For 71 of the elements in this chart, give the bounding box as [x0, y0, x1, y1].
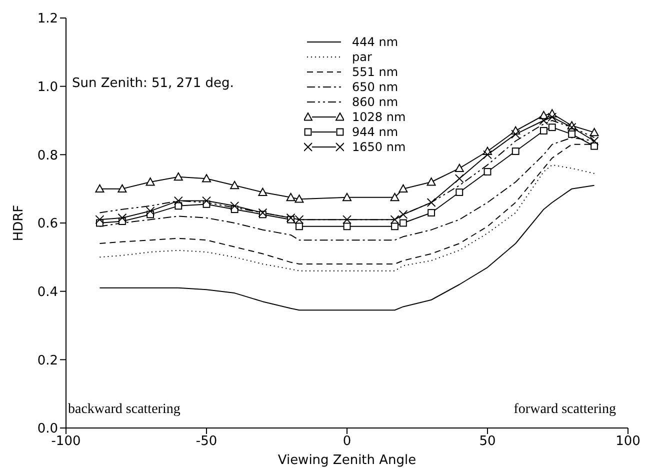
x-tick-label: 0	[342, 434, 352, 450]
point	[426, 198, 436, 207]
point	[390, 215, 400, 224]
point	[400, 219, 407, 227]
point	[230, 201, 240, 210]
point	[296, 222, 303, 230]
point	[95, 215, 104, 224]
point	[174, 196, 183, 206]
y-axis-title: HDRF	[12, 204, 27, 242]
point	[484, 168, 492, 176]
point	[146, 178, 155, 186]
point	[118, 213, 127, 222]
annotation: backward scattering	[68, 402, 180, 418]
point	[590, 128, 599, 136]
point	[590, 142, 598, 150]
y-tick-label: 0.2	[37, 353, 58, 368]
annotation: Sun Zenith: 51, 271 deg.	[72, 76, 234, 91]
point	[539, 116, 548, 125]
point	[342, 215, 352, 224]
point	[118, 184, 127, 193]
point	[398, 184, 408, 193]
legend-label: 860 nm	[352, 94, 398, 108]
point	[258, 208, 268, 218]
line-series	[99, 184, 595, 311]
point	[391, 222, 398, 230]
x-tick-label: 50	[479, 434, 496, 450]
x-axis-title: Viewing Zenith Angle	[278, 453, 416, 468]
point	[258, 188, 268, 196]
point	[567, 122, 576, 132]
point	[548, 124, 556, 132]
x-tick-label: 100	[616, 434, 640, 450]
point	[454, 164, 464, 172]
legend-label: 551 nm	[352, 64, 398, 78]
point	[426, 178, 436, 186]
legend-label: 650 nm	[352, 80, 398, 94]
y-tick-label: 1.2	[37, 12, 58, 27]
y-tick-label: 1.0	[37, 80, 58, 95]
legend-label: 444 nm	[352, 34, 398, 48]
point	[174, 172, 183, 181]
legend-label: 944 nm	[352, 124, 398, 138]
annotation: forward scattering	[514, 402, 616, 418]
point	[95, 184, 104, 193]
point	[428, 209, 435, 216]
point	[202, 196, 211, 206]
x-tick-label: -50	[196, 434, 218, 450]
point	[343, 222, 351, 230]
point	[456, 188, 464, 196]
y-tick-label: 0.4	[37, 284, 58, 300]
point	[146, 206, 155, 216]
point	[568, 130, 576, 138]
legend-label: par	[352, 50, 372, 64]
x-tick-label: -100	[51, 434, 81, 450]
point	[540, 127, 548, 134]
point	[483, 150, 492, 160]
point	[511, 130, 520, 139]
point	[286, 192, 296, 202]
legend-label: 1650 nm	[352, 140, 406, 154]
point	[590, 136, 599, 146]
y-tick-label: 0.0	[37, 422, 58, 437]
y-tick-label: 0.8	[37, 148, 58, 164]
point	[202, 174, 211, 182]
point	[342, 192, 352, 202]
point	[390, 192, 400, 202]
point	[512, 148, 520, 155]
point	[294, 194, 304, 203]
point	[230, 180, 240, 190]
point	[398, 210, 408, 219]
point	[548, 112, 557, 122]
legend-label: 1028 nm	[352, 110, 406, 124]
y-tick-label: 0.6	[37, 216, 58, 232]
point	[454, 174, 464, 184]
